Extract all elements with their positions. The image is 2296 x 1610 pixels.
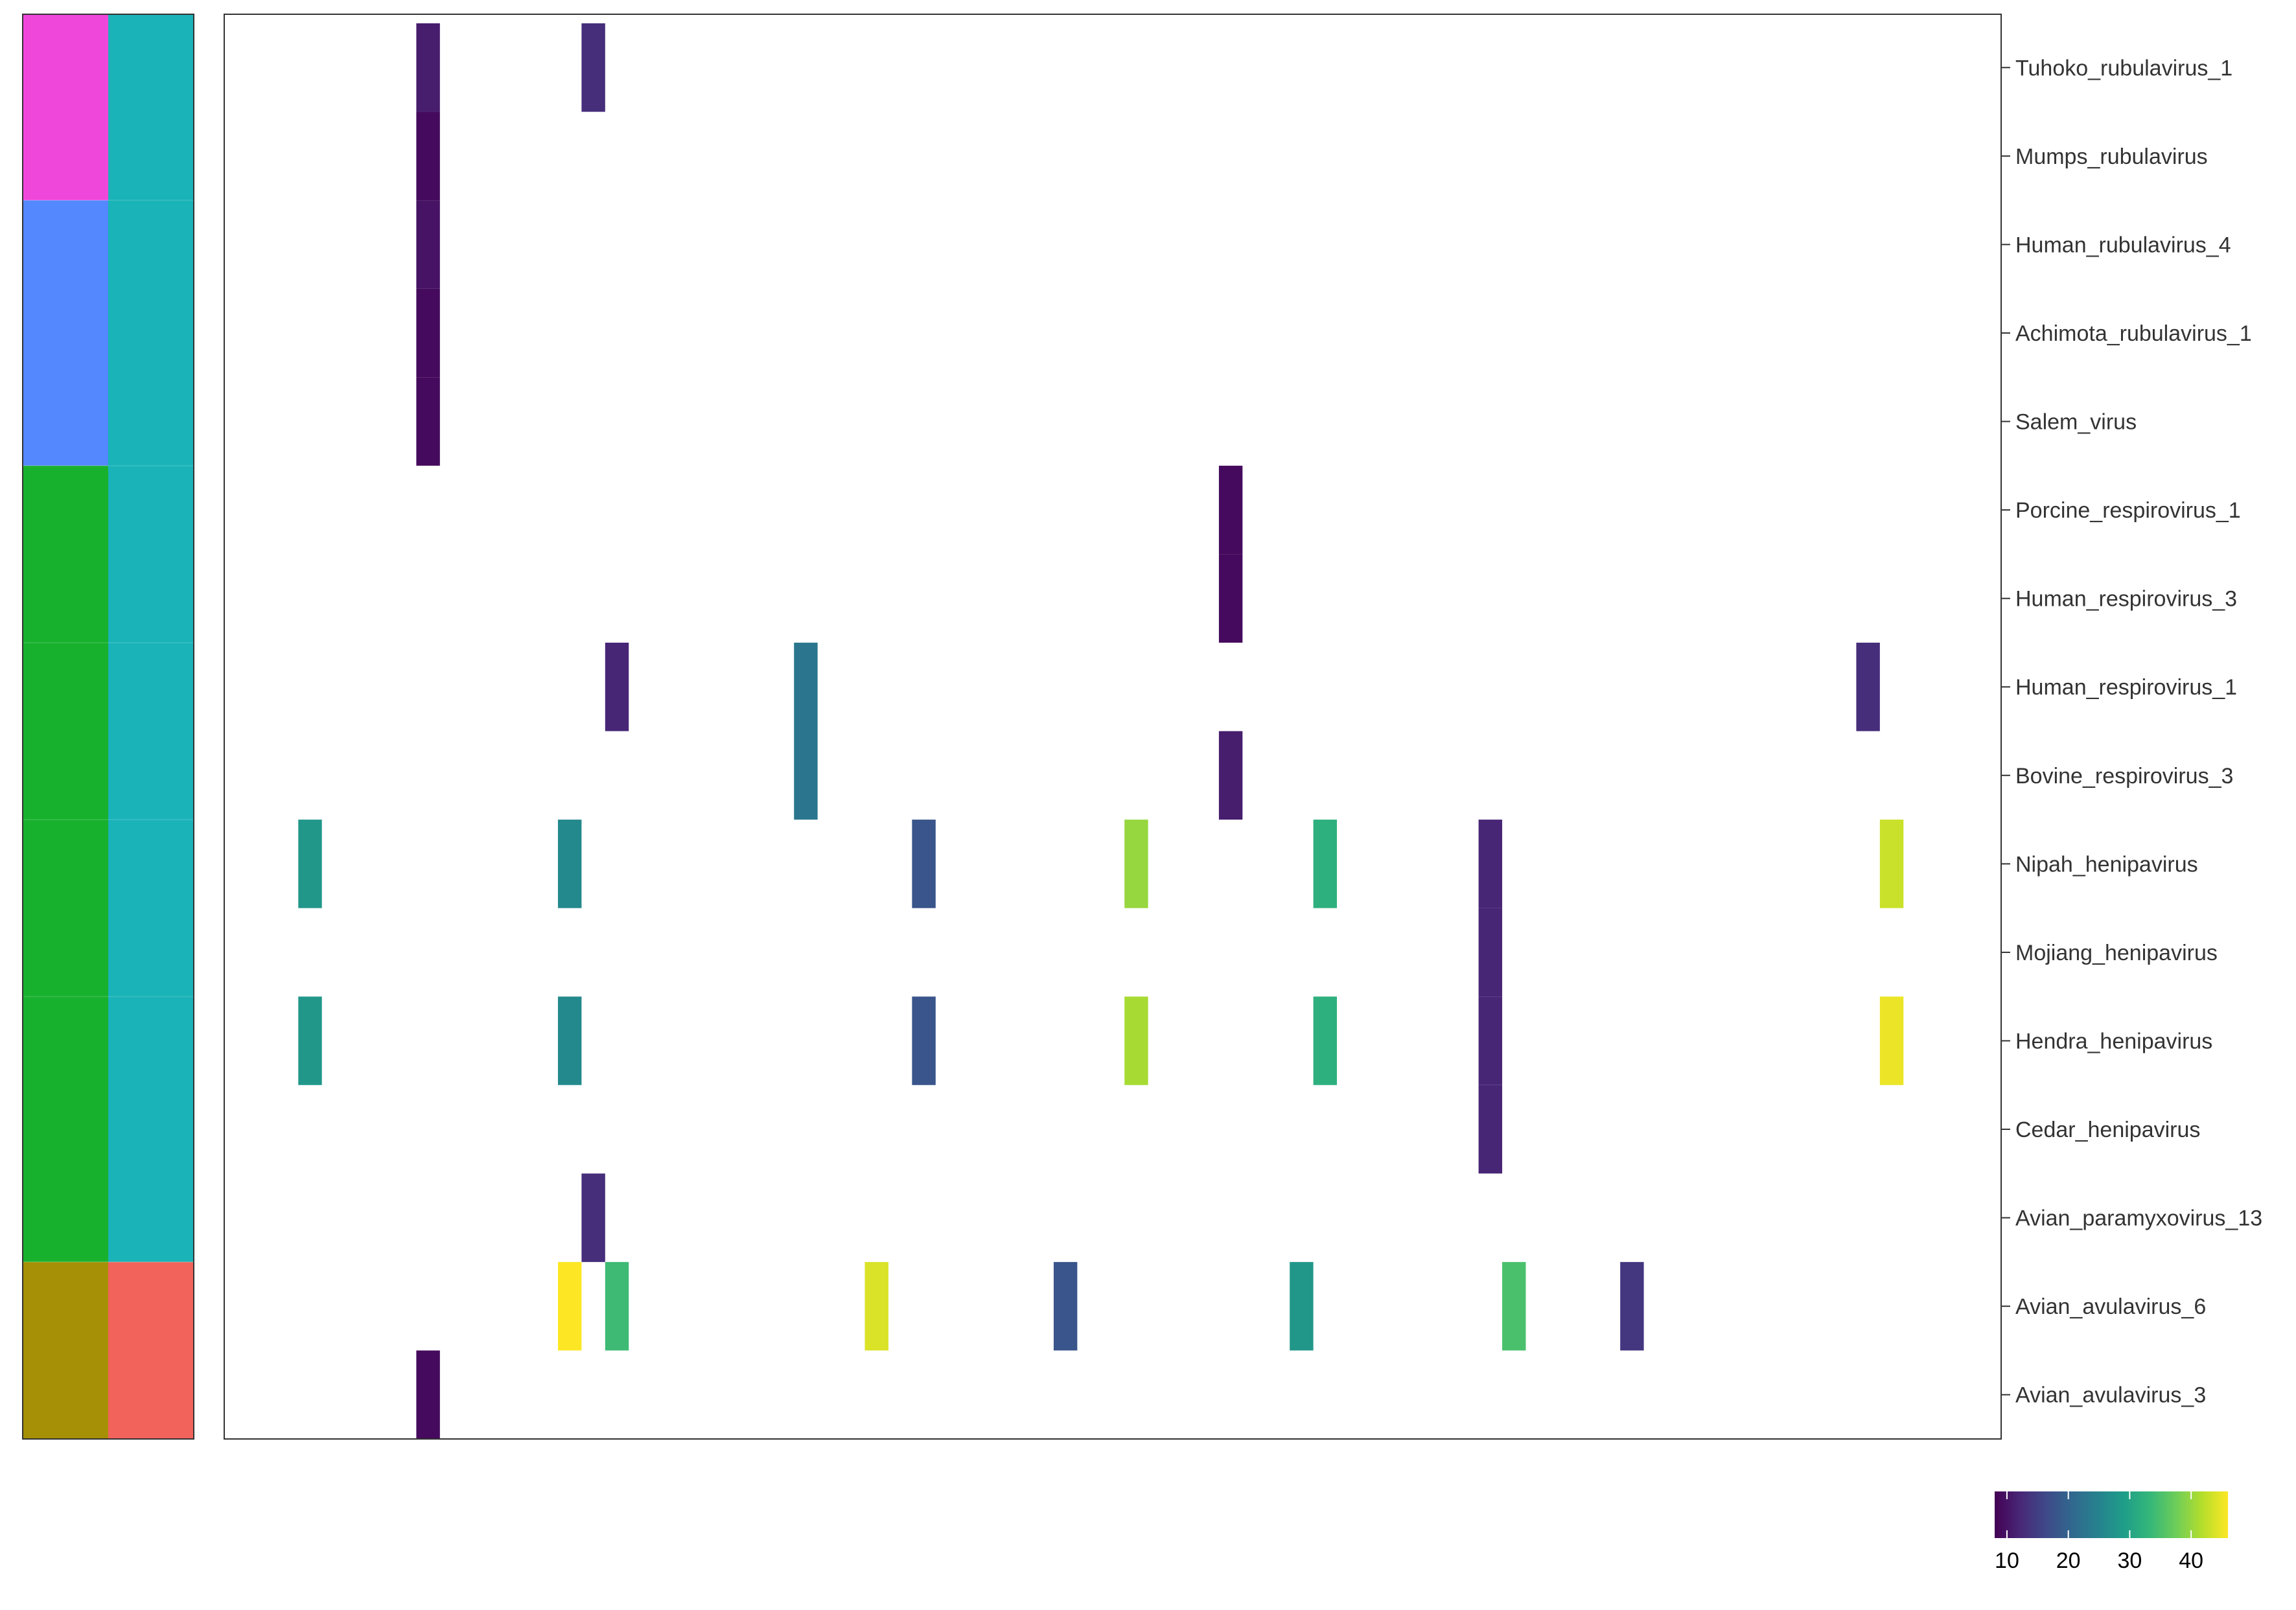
heatmap-panel	[224, 14, 2002, 1440]
heatmap-cell	[912, 996, 936, 1085]
annotation-block-1-0	[108, 14, 194, 1262]
heatmap-cell	[1879, 820, 1904, 908]
heatmap-cell	[794, 642, 818, 731]
heatmap-cell	[864, 1261, 888, 1351]
row-label: Avian_avulavirus_3	[2015, 1383, 2206, 1408]
heatmap-cell	[1218, 465, 1243, 555]
annotation-block-0-3	[23, 1261, 108, 1439]
heatmap-cell	[1478, 996, 1503, 1085]
row-label: Avian_avulavirus_6	[2015, 1294, 2206, 1319]
heatmap-cell	[605, 642, 629, 731]
heatmap-cell	[1620, 1261, 1644, 1351]
row-label: Hendra_henipavirus	[2015, 1029, 2212, 1053]
heatmap-cell	[416, 288, 440, 378]
legend-tick-label: 20	[2056, 1548, 2081, 1573]
heatmap-cell	[557, 996, 582, 1085]
heatmap-cell	[416, 200, 440, 289]
heatmap-cell	[557, 1261, 582, 1351]
heatmap-cell	[1218, 731, 1243, 820]
annotation-block-0-2	[23, 465, 108, 1262]
heatmap-cell	[1053, 1261, 1078, 1351]
legend-tick-label: 30	[2118, 1548, 2142, 1573]
heatmap-cell	[1218, 554, 1243, 643]
heatmap-cell	[298, 820, 322, 908]
heatmap-cell	[416, 23, 440, 112]
row-label: Bovine_respirovirus_3	[2015, 764, 2233, 788]
heatmap-cell	[1879, 996, 1904, 1085]
heatmap-cell	[1313, 820, 1338, 908]
row-label: Human_respirovirus_1	[2015, 675, 2237, 700]
annotation-block-0-1	[23, 200, 108, 466]
heatmap-cell	[912, 820, 936, 908]
heatmap-cell	[1290, 1261, 1314, 1351]
annotation-block-0-0	[23, 14, 108, 201]
heatmap-cell	[557, 820, 582, 908]
row-label: Salem_virus	[2015, 410, 2137, 435]
color-legend-bar	[1995, 1491, 2228, 1538]
heatmap-cell	[794, 731, 818, 820]
heatmap-cell	[1856, 642, 1880, 731]
heatmap-cell	[605, 1261, 629, 1351]
heatmap-cell	[1478, 908, 1503, 997]
heatmap-cell	[581, 23, 605, 112]
row-label: Cedar_henipavirus	[2015, 1118, 2200, 1142]
heatmap-cell	[1313, 996, 1338, 1085]
heatmap-cell	[1502, 1261, 1526, 1351]
heatmap-cell	[416, 1350, 440, 1439]
heatmap-cell	[298, 996, 322, 1085]
heatmap-cell	[1124, 820, 1148, 908]
heatmap-border	[224, 14, 2002, 1440]
row-labels: Tuhoko_rubulavirus_1 Mumps_rubulavirus Hum…	[2001, 56, 2262, 1408]
row-label: Porcine_respirovirus_1	[2015, 498, 2241, 523]
legend-tick-label: 10	[1995, 1548, 2019, 1573]
row-label: Tuhoko_rubulavirus_1	[2015, 56, 2232, 80]
color-legend: 10 20 30 40	[1995, 1491, 2228, 1573]
heatmap-cell	[416, 111, 440, 201]
row-annotation-bars	[22, 14, 194, 1440]
legend-tick-label: 40	[2179, 1548, 2203, 1573]
heatmap-cell	[581, 1173, 605, 1262]
annotation-block-1-1	[108, 1261, 194, 1439]
row-label: Mumps_rubulavirus	[2015, 144, 2208, 169]
row-label: Achimota_rubulavirus_1	[2015, 321, 2252, 346]
row-label: Human_respirovirus_3	[2015, 587, 2237, 612]
heatmap-cell	[1124, 996, 1148, 1085]
heatmap-cell	[1478, 820, 1503, 908]
heatmap-background	[224, 14, 2001, 1439]
row-label: Mojiang_henipavirus	[2015, 941, 2218, 965]
annotation-border	[22, 14, 194, 1440]
row-label: Nipah_henipavirus	[2015, 852, 2198, 877]
row-label: Human_rubulavirus_4	[2015, 233, 2231, 257]
heatmap-cell	[416, 377, 440, 466]
row-label: Avian_paramyxovirus_13	[2015, 1206, 2262, 1231]
heatmap-cell	[1478, 1085, 1503, 1174]
